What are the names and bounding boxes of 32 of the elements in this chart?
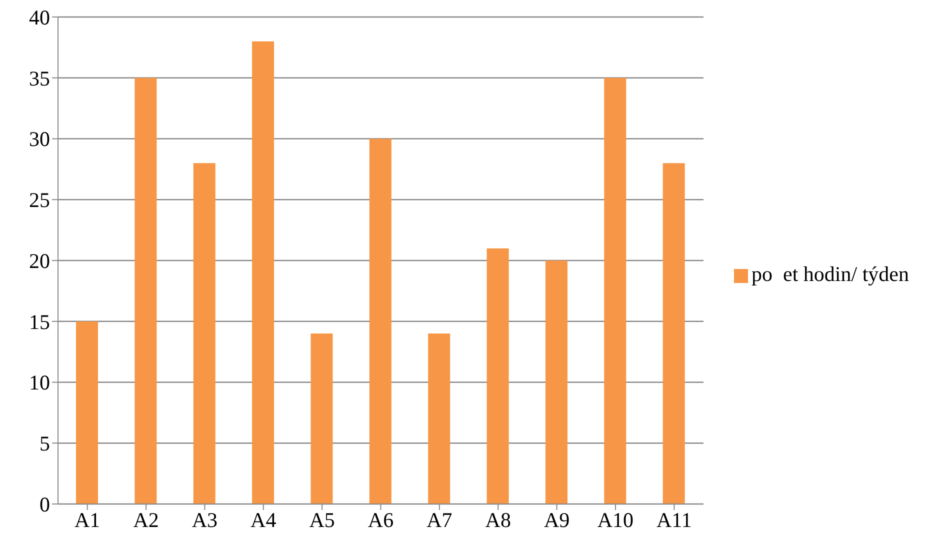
- x-tick-label: A3: [192, 508, 218, 532]
- y-tick-label: 15: [29, 310, 50, 334]
- x-tick-label: A8: [485, 508, 511, 532]
- bar: [662, 163, 685, 504]
- bar: [369, 138, 392, 504]
- bar: [310, 334, 333, 504]
- y-tick-label: 10: [29, 370, 50, 395]
- x-tick-label: A6: [368, 508, 394, 532]
- x-tick-label: A10: [597, 508, 634, 532]
- bar: [134, 78, 157, 504]
- legend-label: po et hodin/ týden: [752, 262, 909, 286]
- x-tick-label: A4: [250, 508, 277, 532]
- bar: [252, 41, 274, 504]
- bar: [545, 260, 568, 504]
- bar: [604, 78, 626, 504]
- y-tick-label: 25: [29, 188, 50, 212]
- x-tick-label: A7: [426, 508, 452, 532]
- y-tick-label: 35: [29, 66, 50, 90]
- bar: [428, 334, 450, 504]
- bar: [76, 321, 98, 504]
- y-tick-label: 20: [29, 248, 50, 273]
- x-tick-label: A2: [133, 508, 159, 532]
- bar: [193, 163, 216, 504]
- y-tick-label: 0: [40, 492, 50, 516]
- bar: [486, 248, 509, 504]
- x-tick-label: A5: [309, 508, 335, 532]
- y-tick-label: 5: [40, 432, 50, 456]
- x-tick-label: A1: [74, 508, 100, 532]
- x-tick-label: A11: [656, 508, 692, 532]
- y-tick-label: 30: [29, 127, 50, 152]
- y-tick-label: 40: [29, 5, 50, 30]
- x-tick-label: A9: [544, 508, 570, 532]
